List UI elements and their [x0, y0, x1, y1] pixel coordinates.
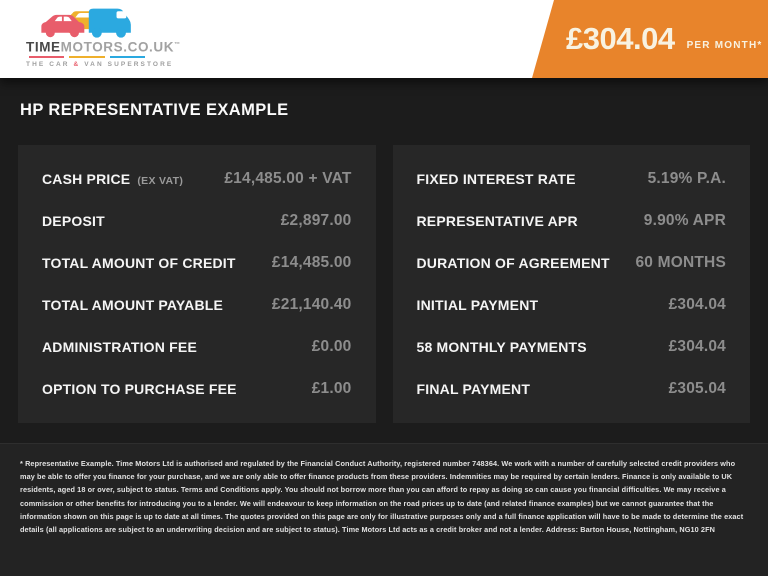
rule-yellow-segment — [69, 55, 105, 58]
row-label: REPRESENTATIVE APR — [416, 213, 578, 229]
brand-name-bold: TIME — [26, 39, 61, 55]
page-title: HP REPRESENTATIVE EXAMPLE — [20, 101, 289, 119]
row-value: £21,140.40 — [271, 296, 352, 313]
row-label: DURATION OF AGREEMENT — [416, 255, 610, 271]
trademark-symbol: ™ — [174, 42, 181, 48]
row-label: INITIAL PAYMENT — [416, 297, 539, 313]
finance-row-duration: DURATION OF AGREEMENT 60 MONTHS — [417, 243, 727, 283]
finance-row-final-payment: FINAL PAYMENT £305.04 — [417, 369, 727, 409]
monthly-price-amount: £304.04 — [566, 21, 675, 56]
brand-logo[interactable]: TIMEMOTORS.CO.UK™ THE CAR & VAN SUPERSTO… — [26, 5, 180, 68]
legal-text: * Representative Example. Time Motors Lt… — [20, 459, 744, 535]
row-label: TOTAL AMOUNT OF CREDIT — [42, 255, 236, 271]
brand-name-rest: MOTORS.CO.UK — [60, 39, 175, 55]
brand-wordmark: TIMEMOTORS.CO.UK™ — [26, 39, 180, 55]
row-label: FIXED INTEREST RATE — [416, 171, 576, 187]
legal-footer: * Representative Example. Time Motors Lt… — [0, 443, 768, 576]
row-label: 58 MONTHLY PAYMENTS — [416, 339, 587, 355]
finance-row-total-credit: TOTAL AMOUNT OF CREDIT £14,485.00 — [42, 243, 352, 283]
finance-row-option-to-purchase-fee: OPTION TO PURCHASE FEE £1.00 — [42, 369, 352, 409]
tagline-left: THE CAR — [26, 60, 70, 68]
logo-divider-rule — [29, 55, 145, 58]
finance-row-total-payable: TOTAL AMOUNT PAYABLE £21,140.40 — [42, 285, 352, 325]
row-value: £0.00 — [311, 338, 352, 355]
finance-row-fixed-interest-rate: FIXED INTEREST RATE 5.19% P.A. — [417, 159, 727, 199]
row-label: OPTION TO PURCHASE FEE — [42, 381, 237, 397]
row-label: ADMINISTRATION FEE — [42, 339, 198, 355]
finance-row-deposit: DEPOSIT £2,897.00 — [42, 201, 352, 241]
rule-blue-segment — [109, 55, 145, 58]
row-value: £304.04 — [668, 338, 726, 355]
row-value: 5.19% P.A. — [647, 170, 726, 187]
finance-panel-right: FIXED INTEREST RATE 5.19% P.A. REPRESENT… — [392, 145, 750, 423]
finance-row-cash-price: CASH PRICE (EX VAT) £14,485.00 + VAT — [42, 159, 352, 199]
tagline-ampersand: & — [73, 60, 81, 68]
row-value: £2,897.00 — [280, 212, 352, 229]
monthly-price-period: PER MONTH* — [686, 39, 763, 51]
cars-logo-icon — [41, 8, 131, 38]
row-value: 60 MONTHS — [635, 254, 726, 271]
row-value: 9.90% APR — [643, 212, 726, 229]
finance-row-admin-fee: ADMINISTRATION FEE £0.00 — [42, 327, 352, 367]
row-value: £1.00 — [311, 380, 352, 397]
row-value: £14,485.00 — [271, 254, 352, 271]
finance-panel-left: CASH PRICE (EX VAT) £14,485.00 + VAT DEP… — [18, 145, 376, 423]
finance-row-representative-apr: REPRESENTATIVE APR 9.90% APR — [417, 201, 727, 241]
tagline-right: VAN SUPERSTORE — [84, 60, 174, 68]
row-label: DEPOSIT — [42, 213, 105, 229]
row-label: CASH PRICE — [42, 171, 131, 187]
finance-row-initial-payment: INITIAL PAYMENT £304.04 — [417, 285, 727, 325]
row-value: £304.04 — [668, 296, 726, 313]
row-value: £305.04 — [668, 380, 726, 397]
rule-red-segment — [29, 55, 65, 58]
finance-details: CASH PRICE (EX VAT) £14,485.00 + VAT DEP… — [18, 145, 750, 423]
row-label: TOTAL AMOUNT PAYABLE — [42, 297, 224, 313]
row-label: FINAL PAYMENT — [416, 381, 531, 397]
brand-tagline: THE CAR & VAN SUPERSTORE — [26, 60, 171, 68]
monthly-price-banner: £304.04 PER MONTH* — [532, 0, 768, 78]
row-value: £14,485.00 + VAT — [224, 170, 352, 187]
row-label-suffix: (EX VAT) — [137, 175, 184, 187]
row-label-wrap: CASH PRICE (EX VAT) — [42, 171, 183, 187]
site-header: TIMEMOTORS.CO.UK™ THE CAR & VAN SUPERSTO… — [0, 0, 768, 78]
finance-row-monthly-payments: 58 MONTHLY PAYMENTS £304.04 — [417, 327, 727, 367]
